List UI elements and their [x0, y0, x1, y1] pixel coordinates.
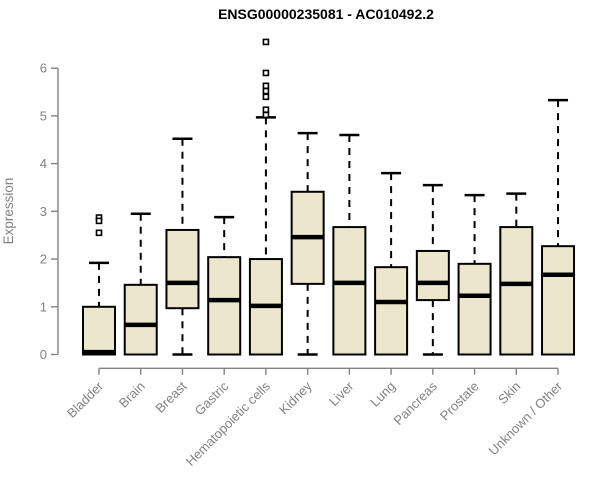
y-tick-label: 4 — [40, 156, 47, 171]
box-lung — [374, 171, 409, 356]
x-tick-label: Lung — [367, 379, 398, 410]
y-tick-label: 6 — [40, 61, 47, 76]
box-rect — [541, 245, 576, 356]
outlier-point — [262, 82, 270, 90]
box-kidney — [290, 131, 325, 356]
x-tick-label: Prostate — [437, 379, 482, 424]
x-tick-label: Brain — [116, 379, 148, 411]
box-brain — [123, 212, 158, 356]
box-rect — [123, 283, 158, 356]
y-tick-label: 2 — [40, 252, 47, 267]
x-tick-label: Unknown / Other — [486, 378, 566, 458]
box-prostate — [457, 193, 492, 356]
box-rect — [415, 249, 450, 302]
box-unknown-other — [541, 98, 576, 356]
boxplot-boxes — [82, 38, 576, 356]
outlier-point — [262, 38, 270, 46]
outlier-point — [262, 87, 270, 95]
box-rect — [332, 226, 367, 356]
x-tick-label: Bladder — [64, 378, 107, 421]
x-tick-label: Gastric — [192, 378, 232, 418]
box-rect — [82, 305, 116, 356]
outlier-point — [262, 69, 270, 77]
box-skin — [499, 192, 534, 356]
outlier-point — [262, 111, 270, 119]
chart-title: ENSG00000235081 - AC010492.2 — [218, 6, 434, 22]
box-rect — [165, 228, 200, 310]
y-axis-label: Expression — [1, 178, 16, 245]
outlier-point — [95, 229, 103, 237]
box-gastric — [207, 215, 242, 356]
outlier-point — [262, 93, 270, 101]
x-tick-label: Kidney — [276, 378, 315, 417]
x-tick-label: Pancreas — [391, 378, 441, 428]
box-rect — [499, 226, 534, 356]
box-hematopoietic-cells — [248, 38, 283, 356]
box-pancreas — [415, 183, 450, 356]
outlier-point — [95, 217, 103, 225]
box-breast — [165, 137, 200, 356]
x-tick-label: Liver — [326, 378, 357, 409]
box-rect — [207, 256, 242, 356]
box-rect — [374, 266, 409, 356]
box-liver — [332, 133, 367, 356]
y-tick-label: 1 — [40, 299, 47, 314]
y-tick-label: 5 — [40, 108, 47, 123]
box-rect — [457, 262, 492, 356]
x-tick-label: Skin — [495, 379, 523, 407]
box-bladder — [82, 214, 116, 356]
x-tick-label: Breast — [152, 378, 189, 415]
y-tick-label: 0 — [40, 347, 47, 362]
outlier-point — [262, 106, 270, 113]
y-tick-label: 3 — [40, 204, 47, 219]
